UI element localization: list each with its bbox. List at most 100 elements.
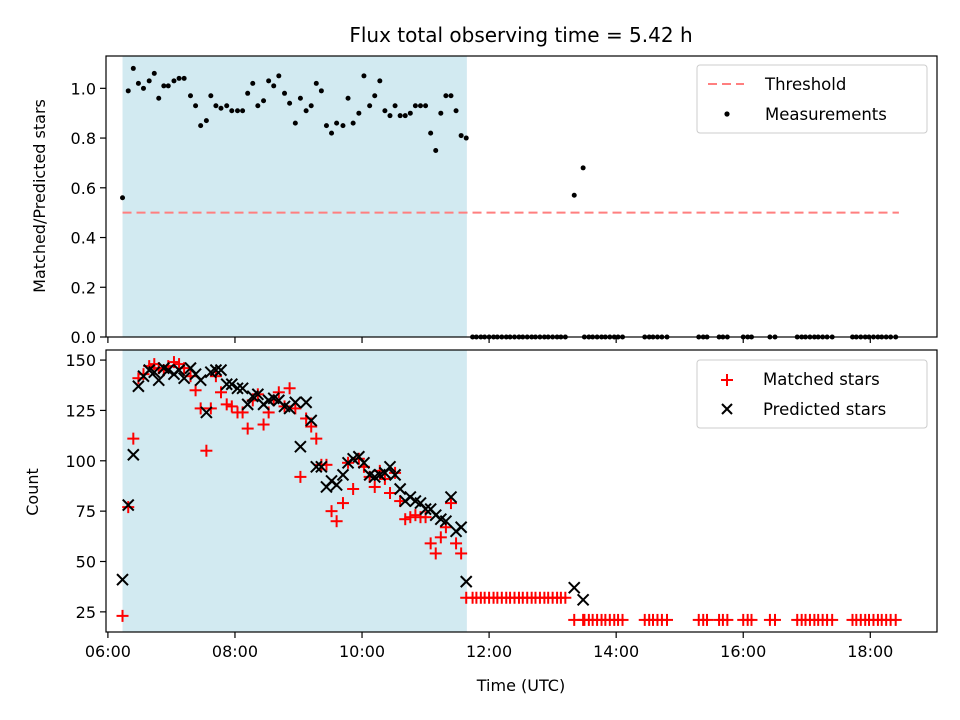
bottom-panel-legend: Matched stars Predicted stars bbox=[696, 359, 928, 429]
measurement-point bbox=[276, 73, 282, 79]
measurement-point bbox=[443, 93, 449, 99]
y-tick-label: 0.6 bbox=[71, 179, 96, 198]
matched-star-point bbox=[368, 480, 381, 493]
matched-star-point bbox=[889, 613, 902, 626]
measurement-point bbox=[402, 113, 408, 119]
measurement-point bbox=[571, 192, 577, 198]
measurement-point bbox=[397, 113, 403, 119]
y-tick-label: 125 bbox=[65, 401, 96, 420]
matched-star-point bbox=[289, 402, 302, 415]
matched-star-point bbox=[399, 513, 412, 526]
y-tick-label: 0.0 bbox=[71, 328, 96, 347]
predicted-star-point bbox=[419, 502, 432, 516]
y-tick-label: 0.8 bbox=[71, 129, 96, 148]
measurement-point bbox=[372, 93, 378, 99]
predicted-star-point bbox=[568, 581, 581, 594]
matched-star-point bbox=[189, 384, 202, 397]
measurement-point bbox=[407, 110, 413, 116]
matched-star-point bbox=[429, 547, 442, 560]
predicted-star-point bbox=[383, 460, 397, 474]
matched-star-point bbox=[116, 609, 129, 622]
predicted-star-point bbox=[194, 374, 207, 387]
y-tick-label: 0.4 bbox=[71, 229, 96, 248]
legend-matched-swatch bbox=[721, 374, 733, 386]
matched-star-point bbox=[721, 613, 734, 626]
matched-star-point bbox=[389, 466, 402, 479]
bottom-panel-y-ticks: 25 50 75 100 125 150 bbox=[65, 351, 106, 622]
x-tick-label: 12:00 bbox=[466, 642, 512, 661]
measurement-point bbox=[218, 105, 224, 111]
y-tick-label: 1.0 bbox=[71, 79, 96, 98]
predicted-star-point bbox=[214, 363, 228, 377]
measurement-point bbox=[438, 110, 444, 116]
predicted-star-point bbox=[289, 396, 302, 409]
measurement-point bbox=[240, 108, 246, 114]
measurement-point bbox=[255, 103, 261, 109]
predicted-star-point bbox=[315, 460, 328, 474]
matched-star-point bbox=[220, 398, 233, 411]
matched-star-point bbox=[257, 418, 270, 431]
y-tick-label: 100 bbox=[65, 452, 96, 471]
matched-star-point bbox=[450, 537, 463, 550]
measurement-point bbox=[292, 120, 298, 126]
measurement-point bbox=[453, 108, 459, 114]
matched-star-point bbox=[122, 501, 135, 514]
measurement-point bbox=[287, 100, 293, 106]
matched-star-point bbox=[310, 432, 323, 445]
measurement-point bbox=[297, 95, 303, 101]
measurement-point bbox=[181, 75, 187, 81]
measurement-point bbox=[140, 85, 146, 91]
measurement-point bbox=[161, 83, 167, 89]
measurement-point bbox=[340, 123, 346, 129]
predicted-star-point bbox=[576, 593, 590, 606]
measurement-point bbox=[271, 83, 277, 89]
matched-star-point bbox=[444, 497, 457, 510]
measurement-point bbox=[146, 78, 152, 84]
predicted-star-point bbox=[444, 490, 458, 504]
measurement-point bbox=[171, 78, 177, 84]
measurement-point bbox=[377, 78, 383, 84]
matched-star-point bbox=[559, 591, 572, 604]
matched-star-point bbox=[701, 613, 714, 626]
y-tick-label: 50 bbox=[76, 553, 96, 572]
bottom-panel-x-axis-label: Time (UTC) bbox=[476, 676, 565, 695]
measurement-point bbox=[120, 195, 126, 201]
x-tick-label: 06:00 bbox=[85, 642, 131, 661]
measurement-point bbox=[229, 108, 235, 114]
top-panel-shaded-region bbox=[122, 56, 467, 337]
matched-star-point bbox=[214, 386, 227, 399]
legend-measurements-swatch bbox=[724, 111, 730, 117]
measurement-point bbox=[318, 88, 324, 94]
matched-star-point bbox=[283, 382, 296, 395]
x-tick-label: 08:00 bbox=[212, 642, 258, 661]
measurement-point bbox=[261, 98, 267, 104]
predicted-star-point bbox=[460, 575, 473, 588]
measurement-point bbox=[448, 93, 454, 99]
matched-star-point bbox=[404, 511, 417, 524]
predicted-star-point bbox=[220, 378, 233, 391]
measurement-point bbox=[345, 95, 351, 101]
measurement-point bbox=[245, 90, 251, 96]
measurement-point bbox=[361, 73, 367, 79]
bottom-panel-frame bbox=[105, 349, 938, 633]
predicted-star-point bbox=[209, 363, 223, 377]
measurement-point bbox=[463, 135, 469, 141]
predicted-star-point bbox=[162, 363, 175, 377]
predicted-star-point bbox=[241, 398, 254, 411]
measurement-point bbox=[208, 93, 214, 99]
predicted-star-point bbox=[172, 363, 186, 377]
matched-star-point bbox=[200, 444, 213, 457]
predicted-star-point bbox=[200, 406, 213, 419]
matched-star-point bbox=[272, 386, 285, 399]
x-tick-label: 14:00 bbox=[593, 642, 639, 661]
measurement-point bbox=[323, 123, 329, 129]
matched-star-point bbox=[330, 515, 343, 528]
predicted-star-point bbox=[454, 521, 468, 534]
x-tick-label: 10:00 bbox=[339, 642, 385, 661]
measurement-point bbox=[224, 103, 230, 109]
measurement-point bbox=[382, 108, 388, 114]
matched-star-point bbox=[194, 402, 207, 415]
measurement-point bbox=[193, 103, 199, 109]
matched-star-point bbox=[616, 613, 629, 626]
